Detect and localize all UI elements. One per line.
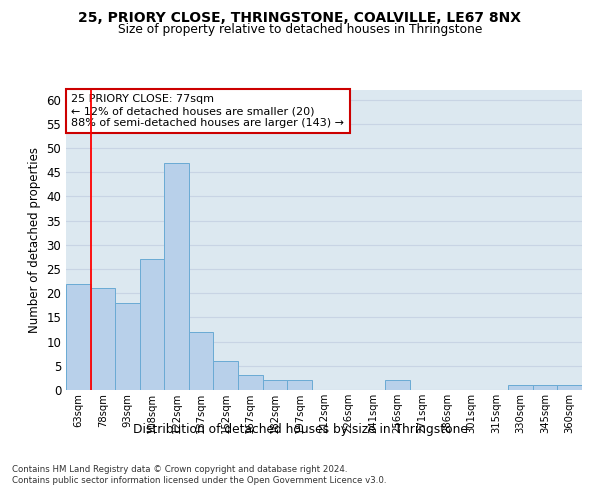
Bar	[164, 162, 189, 390]
Text: Distribution of detached houses by size in Thringstone: Distribution of detached houses by size …	[133, 422, 467, 436]
Bar	[140, 260, 164, 390]
Bar	[238, 376, 263, 390]
Bar	[214, 361, 238, 390]
Bar	[66, 284, 91, 390]
Text: 25, PRIORY CLOSE, THRINGSTONE, COALVILLE, LE67 8NX: 25, PRIORY CLOSE, THRINGSTONE, COALVILLE…	[79, 11, 521, 25]
Text: Contains HM Land Registry data © Crown copyright and database right 2024.: Contains HM Land Registry data © Crown c…	[12, 465, 347, 474]
Bar	[263, 380, 287, 390]
Bar	[557, 385, 582, 390]
Bar	[385, 380, 410, 390]
Text: Size of property relative to detached houses in Thringstone: Size of property relative to detached ho…	[118, 22, 482, 36]
Bar	[91, 288, 115, 390]
Bar	[287, 380, 312, 390]
Y-axis label: Number of detached properties: Number of detached properties	[28, 147, 41, 333]
Bar	[508, 385, 533, 390]
Bar	[533, 385, 557, 390]
Bar	[115, 303, 140, 390]
Text: 25 PRIORY CLOSE: 77sqm
← 12% of detached houses are smaller (20)
88% of semi-det: 25 PRIORY CLOSE: 77sqm ← 12% of detached…	[71, 94, 344, 128]
Text: Contains public sector information licensed under the Open Government Licence v3: Contains public sector information licen…	[12, 476, 386, 485]
Bar	[189, 332, 214, 390]
